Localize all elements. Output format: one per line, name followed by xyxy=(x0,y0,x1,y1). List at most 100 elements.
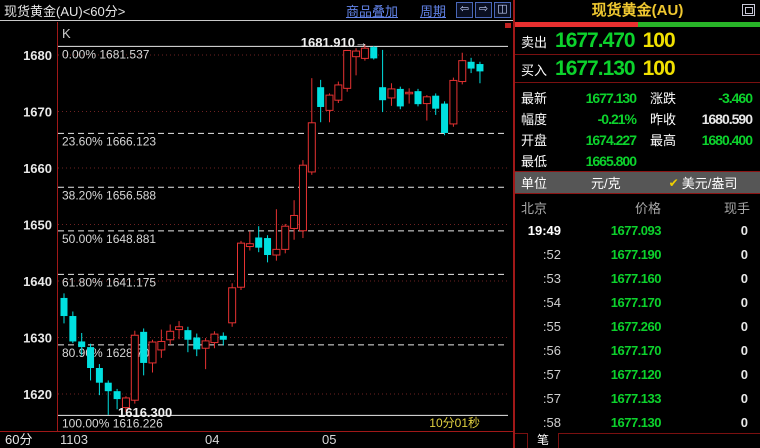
tick-row[interactable]: 19:49 1677.093 0 xyxy=(515,218,760,242)
fib-label: 0.00% 1681.537 xyxy=(62,47,150,61)
high-label: 最高 xyxy=(650,133,677,148)
candle-body xyxy=(113,391,121,400)
tab-tick[interactable]: 笔 xyxy=(527,433,559,448)
candle-body xyxy=(140,331,148,363)
k-indicator-label: K xyxy=(62,26,71,41)
tick-row[interactable]: :58 1677.130 0 xyxy=(515,410,760,434)
fib-label: 61.80% 1641.175 xyxy=(62,275,156,289)
col-lots: 现手 xyxy=(723,201,750,216)
stat-row: 最低 1665.800 xyxy=(515,150,760,171)
candle-body xyxy=(104,382,112,392)
col-time: 北京 xyxy=(521,201,548,216)
candle-body xyxy=(255,237,263,248)
latest-value: 1677.130 xyxy=(585,89,637,106)
candle-body xyxy=(334,84,343,101)
buy-sell-ratio-bar xyxy=(515,22,760,27)
candle-body xyxy=(352,50,361,58)
low-label: 最低 xyxy=(521,154,548,169)
chart-region: 1680 1670 1660 1650 1640 1630 1620 0.00% 1681.5… xyxy=(0,0,513,448)
tick-row[interactable]: :54 1677.170 0 xyxy=(515,290,760,314)
tick-lots: 0 xyxy=(740,294,748,310)
candle-body xyxy=(245,243,254,248)
panel-title: 现货黄金(AU) xyxy=(591,2,684,19)
y-axis-tick: 1630 xyxy=(23,331,52,346)
chart-titlebar: 现货黄金(AU)<60分> 商品叠加 周期 ⇦ ⇨ ◫ xyxy=(0,0,513,21)
tick-price: 1677.260 xyxy=(610,318,662,334)
tick-time: :56 xyxy=(542,342,561,358)
candle-body xyxy=(184,330,192,340)
candle-body xyxy=(343,49,352,89)
candle-body xyxy=(281,225,290,250)
maximize-icon[interactable] xyxy=(742,4,755,16)
buy-quote-row[interactable]: 买入 1677.130 100 xyxy=(515,56,760,83)
candle-body xyxy=(219,335,227,340)
tick-row[interactable]: :57 1677.120 0 xyxy=(515,362,760,386)
tick-price: 1677.170 xyxy=(610,294,662,310)
candle-body xyxy=(95,368,103,383)
candle-body xyxy=(60,297,68,317)
tick-table-header: 北京 价格 现手 xyxy=(515,197,760,218)
tick-row[interactable]: :53 1677.160 0 xyxy=(515,266,760,290)
candle-body xyxy=(458,60,467,83)
candle-body xyxy=(166,330,175,341)
range-value: -0.21% xyxy=(597,110,637,127)
unit-option-usd[interactable]: 美元/盎司 xyxy=(681,176,738,191)
tick-lots: 0 xyxy=(740,342,748,358)
candle-body xyxy=(441,103,449,133)
y-axis-tick: 1660 xyxy=(23,161,52,176)
tick-row[interactable]: :52 1677.190 0 xyxy=(515,242,760,266)
candle-body xyxy=(414,91,422,105)
prev-close-label: 昨收 xyxy=(650,112,677,127)
overlay-button[interactable]: 商品叠加 xyxy=(345,3,398,19)
col-price: 价格 xyxy=(634,201,661,216)
period-button[interactable]: 周期 xyxy=(419,3,446,19)
candle-body xyxy=(121,397,130,409)
high-annotation: 1681.910→ xyxy=(301,35,368,50)
unit-selector-row[interactable]: 单位 元/克 ✔ 美元/盎司 xyxy=(515,171,760,194)
panel-divider xyxy=(513,0,515,448)
prev-close-value: 1680.590 xyxy=(701,110,753,127)
split-window-icon[interactable]: ◫ xyxy=(494,2,511,18)
stat-row: 最新 1677.130 涨跌 -3.460 xyxy=(515,87,760,108)
sell-volume: 100 xyxy=(642,29,676,52)
next-arrow-icon[interactable]: ⇨ xyxy=(475,2,492,18)
low-annotation: 1616.300 xyxy=(118,405,172,420)
scroll-marker xyxy=(505,23,511,28)
candle-body xyxy=(405,91,414,95)
candle-body xyxy=(379,87,387,101)
fib-label: 100.00% 1616.226 xyxy=(62,416,163,430)
y-axis-tick: 1670 xyxy=(23,105,52,120)
candle-body xyxy=(449,79,458,125)
prev-arrow-icon[interactable]: ⇦ xyxy=(456,2,473,18)
candle-body xyxy=(201,340,210,349)
candle-body xyxy=(193,337,201,350)
tick-time: 19:49 xyxy=(527,222,561,238)
change-label: 涨跌 xyxy=(650,91,677,106)
tick-lots: 0 xyxy=(740,390,748,406)
candle-body xyxy=(290,214,299,229)
tick-time: :54 xyxy=(542,294,561,310)
tick-time: :52 xyxy=(542,246,561,262)
x-axis-tick: 04 xyxy=(205,432,219,447)
tick-row[interactable]: :56 1677.170 0 xyxy=(515,338,760,362)
candlestick-chart[interactable]: 1680 1670 1660 1650 1640 1630 1620 0.00% 1681.5… xyxy=(0,0,513,448)
candle-body xyxy=(237,242,245,288)
candle-body xyxy=(476,64,484,72)
candle-body xyxy=(432,95,440,109)
x-axis-tick: 1103 xyxy=(60,432,88,447)
open-label: 开盘 xyxy=(521,133,548,148)
low-value: 1665.800 xyxy=(585,152,637,169)
tick-row[interactable]: :55 1677.260 0 xyxy=(515,314,760,338)
candle-body xyxy=(78,341,86,348)
tick-table[interactable]: 19:49 1677.093 0:52 1677.190 0:53 1677.160 0:5… xyxy=(515,218,760,434)
candle-body xyxy=(298,164,307,232)
open-value: 1674.227 xyxy=(585,131,637,148)
tick-price: 1677.190 xyxy=(610,246,662,262)
tick-row[interactable]: :57 1677.133 0 xyxy=(515,386,760,410)
high-value: 1680.400 xyxy=(701,131,753,148)
sell-quote-row[interactable]: 卖出 1677.470 100 xyxy=(515,28,760,55)
candle-body xyxy=(387,88,396,99)
buy-volume: 100 xyxy=(642,57,676,80)
candle-body xyxy=(148,341,157,364)
unit-option-cny[interactable]: 元/克 xyxy=(591,176,621,191)
